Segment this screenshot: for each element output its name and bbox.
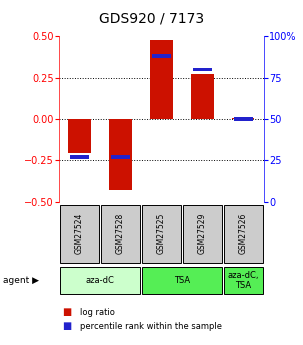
Bar xyxy=(150,40,173,119)
Bar xyxy=(101,205,140,263)
Bar xyxy=(68,119,91,153)
Text: GSM27524: GSM27524 xyxy=(75,213,84,254)
Text: TSA: TSA xyxy=(174,276,190,285)
Text: log ratio: log ratio xyxy=(80,308,115,317)
Text: GSM27526: GSM27526 xyxy=(239,213,248,254)
Text: GDS920 / 7173: GDS920 / 7173 xyxy=(99,12,204,26)
Text: aza-dC: aza-dC xyxy=(85,276,115,285)
Text: GSM27529: GSM27529 xyxy=(198,213,207,254)
Text: percentile rank within the sample: percentile rank within the sample xyxy=(80,322,222,331)
Bar xyxy=(191,74,214,119)
Bar xyxy=(60,267,140,294)
Bar xyxy=(60,205,99,263)
Text: aza-dC,
TSA: aza-dC, TSA xyxy=(228,270,259,290)
Text: GSM27528: GSM27528 xyxy=(116,213,125,254)
Text: ■: ■ xyxy=(62,321,72,331)
Bar xyxy=(70,155,89,159)
Bar xyxy=(111,155,130,159)
Text: agent ▶: agent ▶ xyxy=(3,276,39,285)
Bar xyxy=(109,119,132,190)
Bar xyxy=(142,205,181,263)
Text: GSM27525: GSM27525 xyxy=(157,213,166,254)
Bar xyxy=(142,267,222,294)
Bar xyxy=(224,205,263,263)
Bar xyxy=(183,205,222,263)
Bar xyxy=(152,54,171,58)
Bar xyxy=(193,68,212,71)
Text: ■: ■ xyxy=(62,307,72,317)
Bar xyxy=(224,267,263,294)
Bar xyxy=(234,117,253,121)
Bar xyxy=(232,118,255,119)
